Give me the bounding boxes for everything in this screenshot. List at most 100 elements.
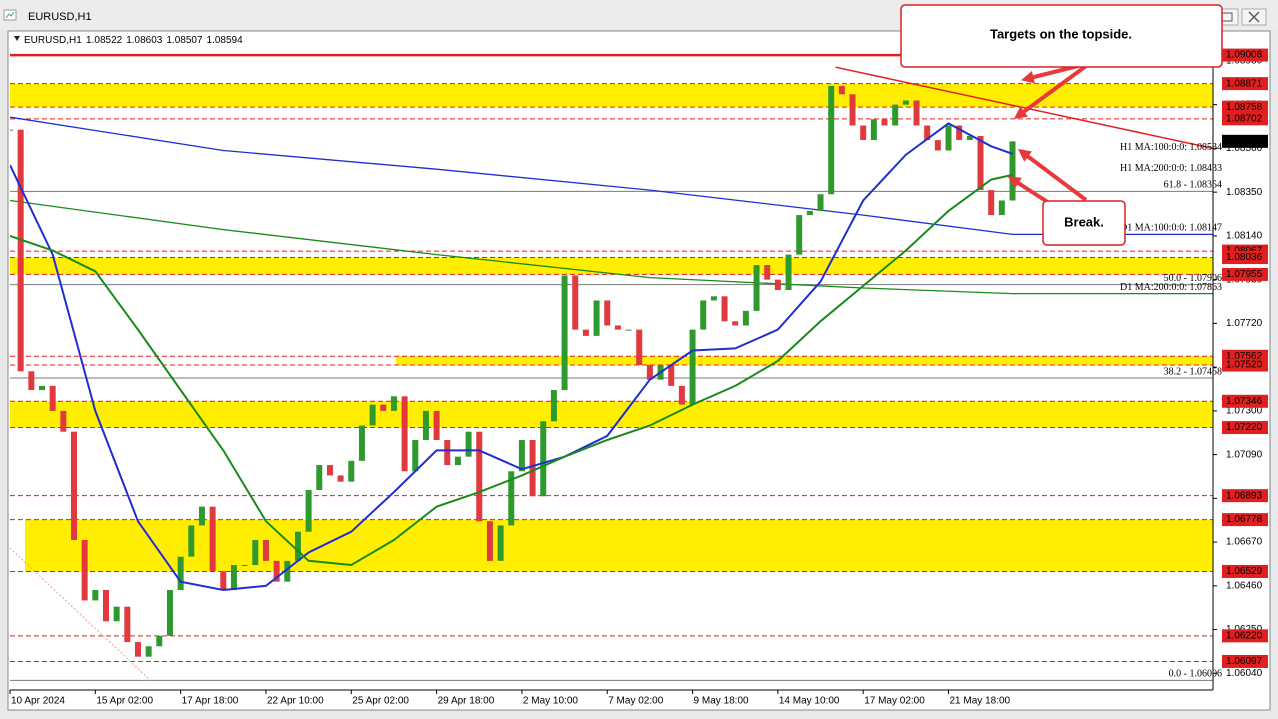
x-tick-label: 22 Apr 10:00	[267, 696, 324, 707]
level-label: 1.07520	[1226, 360, 1263, 371]
ma-label: D1 MA:100:0:0: 1.08147	[1120, 223, 1222, 234]
annotations: Targets on the topside. Break.	[900, 4, 1223, 246]
price-bar	[17, 129, 24, 372]
arrow	[1021, 64, 1079, 84]
price-bar	[860, 125, 867, 141]
price-bar	[262, 540, 269, 561]
x-tick-label: 15 Apr 02:00	[96, 696, 153, 707]
price-bar	[710, 296, 717, 301]
level-label: 1.07955	[1226, 269, 1263, 280]
price-bar	[817, 194, 824, 211]
level-label: 1.08702	[1226, 113, 1263, 124]
price-bar	[625, 329, 632, 331]
price-bar	[945, 125, 952, 151]
price-bar	[828, 85, 835, 195]
y-tick-label: 1.08140	[1226, 231, 1263, 242]
price-bar	[550, 390, 557, 422]
level-label-box	[1222, 654, 1268, 668]
level-label-box	[1222, 100, 1268, 114]
x-tick-label: 2 May 10:00	[523, 696, 578, 707]
price-bar	[316, 465, 323, 491]
price-bar	[220, 571, 227, 591]
low: 1.08507	[166, 35, 203, 46]
x-tick-label: 9 May 18:00	[694, 696, 749, 707]
moving-average	[10, 173, 1013, 567]
price-bar	[444, 440, 451, 466]
price-bar	[326, 465, 333, 476]
price-bar	[934, 140, 941, 151]
price-bar	[348, 460, 355, 482]
ma-label: H1 MA:200:0:0: 1.08433	[1120, 163, 1222, 174]
y-tick-label: 1.07090	[1226, 449, 1263, 460]
price-bar	[124, 606, 131, 643]
level-label-box	[1222, 629, 1268, 643]
axes: 61.8 - 1.08354 50.0 - 1.07906 38.2 - 1.074…	[9, 32, 1268, 707]
window-icon-graph	[5, 11, 15, 19]
price-bar	[572, 275, 579, 330]
x-tick-label: 21 May 18:00	[950, 696, 1011, 707]
price-bar	[796, 215, 803, 255]
price-bar	[732, 321, 739, 326]
level-label-box	[1222, 513, 1268, 527]
symbol: EURUSD,H1	[24, 35, 82, 46]
price-bar	[10, 129, 13, 131]
level-label: 1.07562	[1226, 351, 1263, 362]
collapse-icon[interactable]	[14, 36, 20, 41]
level-label-box	[1222, 251, 1268, 265]
price-bar	[956, 125, 963, 141]
annotation-box	[900, 4, 1223, 68]
price-bar	[849, 94, 856, 126]
price-bar	[241, 565, 248, 567]
price-bar	[465, 431, 472, 457]
price-bar	[838, 85, 845, 95]
price-bar	[305, 490, 312, 532]
y-tick-label: 1.06040	[1226, 668, 1263, 679]
price-bar	[988, 190, 995, 216]
price-bar	[390, 396, 397, 411]
price-bar	[764, 265, 771, 280]
price-bar	[476, 431, 483, 522]
level-label: 1.06097	[1226, 656, 1263, 667]
price-bar	[177, 556, 184, 591]
price-bar	[742, 310, 749, 326]
last-price-box	[1222, 134, 1268, 148]
arrow	[1017, 148, 1088, 202]
price-bar	[678, 385, 685, 405]
plot	[10, 53, 1213, 681]
price-bar	[209, 506, 216, 572]
level-label-box	[1222, 564, 1268, 578]
close-icon	[1248, 11, 1260, 23]
level-label: 1.06893	[1226, 490, 1263, 501]
fib-label: 0.0 - 1.06006	[1169, 669, 1222, 680]
price-bar	[998, 200, 1005, 216]
arrow	[1013, 64, 1088, 120]
level-label-box	[1222, 77, 1268, 91]
level-label-box	[1222, 394, 1268, 408]
price-bar	[913, 100, 920, 126]
price-bar	[358, 425, 365, 461]
price-bar	[454, 456, 461, 466]
annotation: Break.	[1064, 214, 1104, 229]
zone	[396, 356, 1213, 366]
price-bar	[774, 279, 781, 291]
level-label-box	[1222, 421, 1268, 435]
y-tick-label: 1.06460	[1226, 580, 1263, 591]
moving-average	[10, 122, 1013, 592]
y-tick-label: 1.07300	[1226, 406, 1263, 417]
price-bar	[540, 421, 547, 497]
price-bar	[145, 646, 152, 657]
price-bar	[412, 440, 419, 472]
price-bar	[924, 125, 931, 141]
x-tick-label: 14 May 10:00	[779, 696, 840, 707]
ma-label: D1 MA:200:0:0: 1.07863	[1120, 282, 1222, 293]
fib-label: 61.8 - 1.08354	[1164, 180, 1222, 191]
price-bar	[294, 531, 301, 561]
level-label: 1.06778	[1226, 514, 1263, 525]
drawing-line	[9, 547, 151, 681]
price-bar	[401, 396, 408, 472]
price-bar	[198, 506, 205, 526]
price-bar	[273, 560, 280, 582]
open: 1.08522	[86, 35, 123, 46]
y-tick-label: 1.07720	[1226, 318, 1263, 329]
